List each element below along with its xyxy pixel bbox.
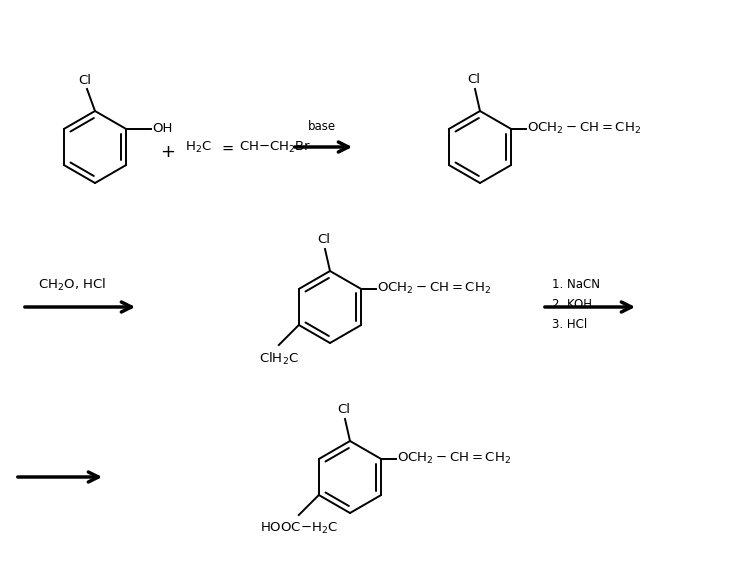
Text: ClH$_2$C: ClH$_2$C [259,351,299,367]
Text: HOOC$-$H$_2$C: HOOC$-$H$_2$C [260,521,338,536]
Text: 1. NaCN: 1. NaCN [552,278,600,291]
Text: OH: OH [152,121,173,134]
Text: Cl: Cl [78,74,91,87]
Text: 3. HCl: 3. HCl [552,319,587,332]
Text: base: base [308,120,336,133]
Text: +: + [161,143,176,161]
Text: CH$-$CH$_2$Br: CH$-$CH$_2$Br [239,139,311,155]
Text: OCH$_2-$CH$=$CH$_2$: OCH$_2-$CH$=$CH$_2$ [397,450,511,466]
Text: Cl: Cl [468,73,480,86]
Text: H$_2$C: H$_2$C [185,139,212,155]
Text: Cl: Cl [317,233,330,246]
Text: OCH$_2-$CH$=$CH$_2$: OCH$_2-$CH$=$CH$_2$ [527,120,641,136]
Text: Cl: Cl [338,403,350,416]
Text: 2. KOH: 2. KOH [552,298,592,311]
Text: OCH$_2-$CH$=$CH$_2$: OCH$_2-$CH$=$CH$_2$ [377,281,492,295]
Text: CH$_2$O, HCl: CH$_2$O, HCl [38,277,106,293]
Text: $\!=\!$: $\!=\!$ [221,139,234,154]
